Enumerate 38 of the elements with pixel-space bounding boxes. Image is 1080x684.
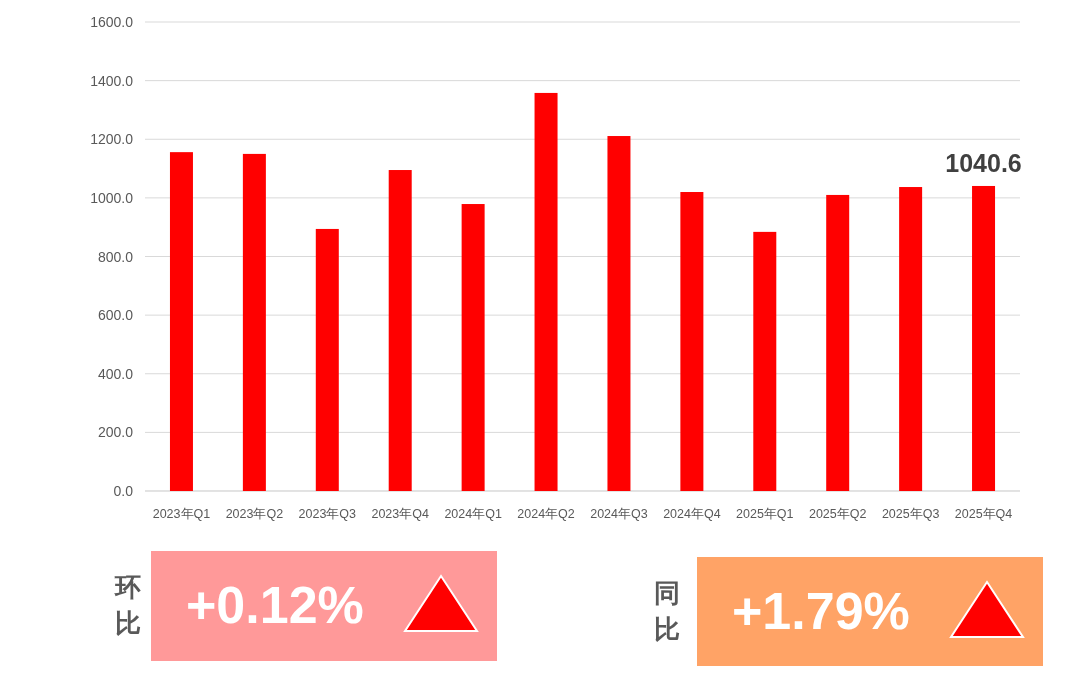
y-tick-label: 600.0 [97, 307, 134, 324]
text: 环比 [114, 572, 141, 638]
text: +0.12% [186, 576, 364, 634]
bar [534, 92, 558, 491]
x-tick-label: 2023年Q4 [371, 507, 429, 521]
x-tick-label: 2024年Q3 [590, 507, 648, 521]
x-tick-label: 2025年Q2 [808, 507, 867, 521]
bar [169, 152, 193, 491]
bar [461, 204, 485, 491]
y-tick-label: 800.0 [97, 248, 134, 265]
x-tick-label: 2023年Q2 [225, 507, 284, 521]
x-tick-label: 2025年Q3 [881, 507, 940, 521]
bar [680, 192, 704, 491]
text: 同比 [654, 578, 680, 644]
y-tick-label: 0.0 [113, 483, 134, 499]
x-tick-label: 2025年Q4 [954, 507, 1013, 521]
bar [607, 136, 631, 491]
bar [242, 153, 266, 491]
bar [972, 185, 996, 491]
y-tick-label: 1600.0 [90, 14, 134, 30]
bar [753, 231, 777, 491]
x-tick-label: 2024年Q4 [663, 507, 721, 521]
y-tick-label: 1400.0 [90, 72, 134, 89]
y-tick-label: 1200.0 [90, 131, 134, 148]
data-label: 1040.6 [945, 148, 1022, 177]
x-tick-label: 2024年Q2 [517, 507, 575, 521]
bar [315, 228, 339, 491]
y-tick-label: 200.0 [97, 424, 134, 441]
bar [388, 170, 412, 491]
bar [826, 194, 850, 491]
x-tick-label: 2023年Q3 [298, 507, 357, 521]
x-tick-label: 2025年Q1 [736, 507, 794, 521]
x-tick-label: 2024年Q1 [444, 507, 502, 521]
y-tick-label: 1000.0 [90, 189, 134, 206]
text: +1.79% [732, 582, 910, 640]
bar [899, 187, 923, 491]
x-tick-label: 2023年Q1 [152, 507, 211, 521]
y-tick-label: 400.0 [97, 365, 134, 382]
